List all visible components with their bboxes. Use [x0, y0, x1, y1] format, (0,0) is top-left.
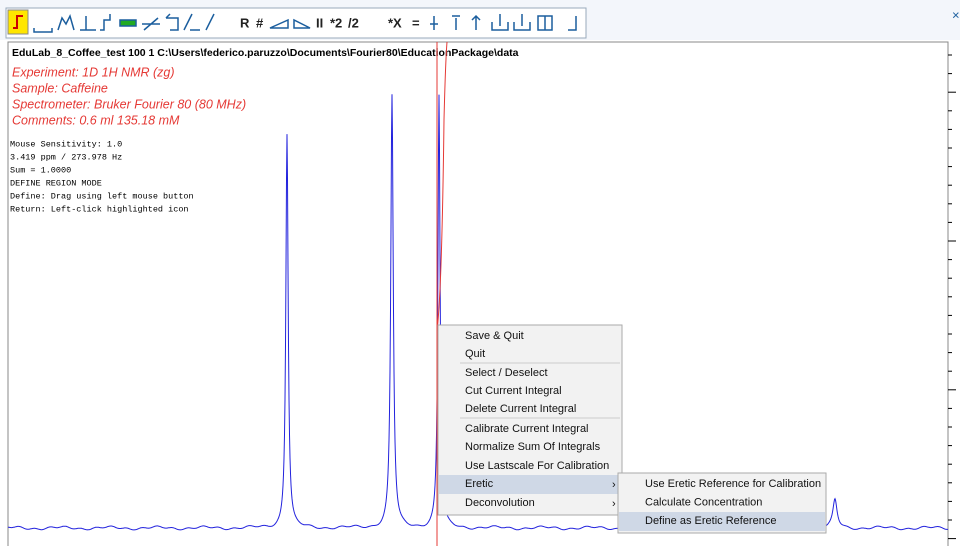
menu-item[interactable]: Delete Current Integral [465, 403, 576, 415]
axis-ticks [948, 54, 956, 540]
close-button[interactable]: × [952, 7, 960, 22]
icon[interactable] [100, 14, 111, 31]
toolbar-label[interactable]: = [412, 15, 420, 30]
menu-item[interactable]: Cut Current Integral [465, 385, 562, 397]
icon[interactable] [165, 13, 179, 31]
icon[interactable] [119, 19, 137, 27]
integral-curve [436, 41, 448, 331]
submenu-arrow: › [612, 498, 616, 510]
icon[interactable] [80, 16, 96, 31]
menu-highlight [619, 512, 825, 531]
status-line: Define: Drag using left mouse button [10, 191, 194, 201]
menu-item[interactable]: Calculate Concentration [645, 496, 762, 508]
status-line: DEFINE REGION MODE [10, 178, 102, 188]
status-line: 3.419 ppm / 273.978 Hz [10, 152, 122, 162]
icon[interactable] [57, 13, 75, 31]
icon[interactable] [293, 18, 311, 29]
submenu: Use Eretic Reference for Calibration Calc… [617, 472, 827, 534]
menu-item[interactable]: Define as Eretic Reference [645, 515, 776, 527]
info-line: Comments: 0.6 ml 135.18 mM [12, 113, 180, 127]
toolbar-label[interactable]: R [240, 15, 250, 30]
icon[interactable] [430, 16, 438, 30]
icon[interactable] [205, 13, 215, 31]
status-line: Mouse Sensitivity: 1.0 [10, 139, 122, 149]
icon[interactable] [452, 15, 460, 30]
icon[interactable] [513, 14, 531, 31]
toolbar-label[interactable]: /2 [348, 15, 359, 30]
icon-integrate [13, 15, 23, 29]
dataset-path: EduLab_8_Coffee_test 100 1 C:\Users\fede… [12, 47, 519, 59]
menu-item[interactable]: Save & Quit [465, 330, 524, 342]
status-line: Sum = 1.0000 [10, 165, 71, 175]
menu-highlight [439, 475, 621, 494]
context-menu: › › Save & Quit Quit Select / Deselect Cut … [437, 324, 623, 516]
menu-item[interactable]: Use Eretic Reference for Calibration [645, 478, 821, 490]
icon[interactable] [568, 16, 577, 31]
icon[interactable] [33, 28, 53, 33]
toolbar-icons [33, 13, 577, 33]
submenu-arrow: › [612, 479, 616, 491]
menu-item[interactable]: Normalize Sum Of Integrals [465, 441, 601, 453]
info-line: Spectrometer: Bruker Fourier 80 (80 MHz) [12, 97, 246, 111]
icon[interactable] [142, 17, 160, 31]
info-line: Sample: Caffeine [12, 81, 108, 95]
menu-item[interactable]: Select / Deselect [465, 367, 548, 379]
icon[interactable] [183, 13, 200, 31]
icon[interactable] [269, 18, 289, 29]
icon[interactable] [491, 14, 509, 31]
menu-item[interactable]: Deconvolution [465, 497, 535, 509]
menu-item[interactable]: Calibrate Current Integral [465, 423, 589, 435]
menu-item[interactable]: Use Lastscale For Calibration [465, 460, 609, 472]
status-line: Return: Left-click highlighted icon [10, 204, 189, 214]
toolbar-label[interactable]: # [256, 15, 264, 30]
icon[interactable] [537, 15, 553, 31]
menu-item[interactable]: Eretic [465, 478, 494, 490]
toolbar-label[interactable]: *X [388, 15, 402, 30]
toolbar-label[interactable]: II [316, 15, 323, 30]
toolbar [5, 7, 587, 39]
toolbar-label[interactable]: *2 [330, 15, 342, 30]
menu-item[interactable]: Quit [465, 348, 485, 360]
icon[interactable] [471, 14, 481, 30]
info-line: Experiment: 1D 1H NMR (zg) [12, 65, 175, 79]
